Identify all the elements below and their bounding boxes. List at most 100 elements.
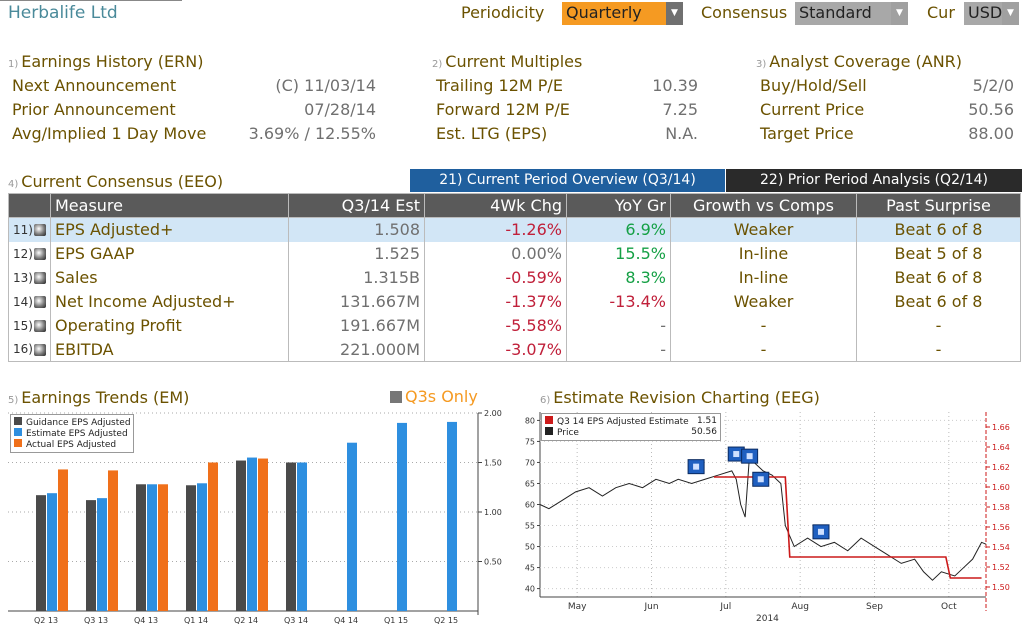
growth-vs-comps-cell: -: [670, 313, 857, 338]
tab-prior-period[interactable]: 22) Prior Period Analysis (Q2/14): [726, 169, 1022, 192]
x-tick-label: Q4 14: [334, 616, 358, 625]
em-section-title[interactable]: 5) Earnings Trends (EM): [8, 388, 189, 407]
measure-cell[interactable]: Operating Profit: [50, 313, 289, 338]
table-header-row: Measure Q3/14 Est 4Wk Chg YoY Gr Growth …: [8, 193, 1021, 218]
row-radio-icon[interactable]: [34, 343, 46, 356]
q3s-only-toggle[interactable]: Q3s Only: [390, 387, 478, 406]
q3-est-cell: 1.508: [288, 217, 425, 242]
legend-actual: Actual EPS Adjusted: [14, 439, 130, 450]
measure-cell[interactable]: EPS Adjusted+: [50, 217, 289, 242]
q3-est-cell: 1.525: [288, 241, 425, 266]
row-index-label: 12): [13, 246, 33, 261]
bar: [147, 484, 157, 611]
bar: [297, 462, 307, 611]
measure-cell[interactable]: EBITDA: [50, 337, 289, 362]
x-tick-label: Q2 14: [234, 616, 258, 625]
yoy-gr-cell: -13.4%: [566, 289, 671, 314]
header-4wk-chg[interactable]: 4Wk Chg: [424, 193, 567, 218]
row-index-label: 15): [13, 318, 33, 333]
4wk-chg-cell: -3.07%: [424, 337, 567, 362]
growth-vs-comps-cell: -: [670, 337, 857, 362]
row-index[interactable]: 12): [8, 241, 51, 266]
price-line: [539, 452, 987, 581]
header-q3-est[interactable]: Q3/14 Est: [288, 193, 425, 218]
measure-cell[interactable]: Sales: [50, 265, 289, 290]
left-tick-label: 65: [525, 479, 535, 488]
row-radio-icon[interactable]: [34, 247, 46, 260]
bar: [108, 470, 118, 611]
row-index-label: 16): [13, 342, 33, 357]
row-radio-icon[interactable]: [34, 271, 46, 284]
y-tick-label: 1.00: [484, 508, 502, 517]
measure-cell[interactable]: EPS GAAP: [50, 241, 289, 266]
measure-cell[interactable]: Net Income Adjusted+: [50, 289, 289, 314]
growth-vs-comps-cell: Weaker: [670, 289, 857, 314]
periodicity-dropdown-arrow[interactable]: ▼: [666, 2, 683, 25]
row-index[interactable]: 11): [8, 217, 51, 242]
event-marker-glyph: [757, 476, 764, 483]
eeg-section-title[interactable]: 6) Estimate Revision Charting (EEG): [540, 388, 820, 407]
q3s-only-checkbox[interactable]: [390, 391, 402, 403]
table-row[interactable]: 13) Sales 1.315B -0.59% 8.3% In-line Beat 6 of…: [8, 265, 1021, 290]
consensus-section-title[interactable]: 4) Current Consensus (EEO): [8, 172, 223, 191]
next-announcement-label: Next Announcement: [12, 76, 177, 95]
row-radio-icon[interactable]: [34, 224, 46, 236]
legend-eps-swatch: [545, 416, 553, 424]
table-row[interactable]: 14) Net Income Adjusted+ 131.667M -1.37% -13…: [8, 289, 1021, 314]
header-yoy-gr[interactable]: YoY Gr: [566, 193, 671, 218]
event-marker-icon: [687, 459, 705, 475]
bar: [286, 462, 296, 611]
x-tick-label: Jun: [643, 602, 658, 612]
row-index[interactable]: 13): [8, 265, 51, 290]
buy-hold-sell-label: Buy/Hold/Sell: [760, 76, 867, 95]
tab-current-period[interactable]: 21) Current Period Overview (Q3/14): [410, 169, 725, 192]
row-radio-icon[interactable]: [34, 295, 46, 308]
header-past-surprise[interactable]: Past Surprise: [856, 193, 1021, 218]
event-marker-glyph: [733, 451, 740, 458]
legend-guidance-swatch: [14, 417, 22, 425]
bar: [397, 422, 407, 611]
right-tick-label: 1.54: [992, 543, 1010, 552]
legend-estimate-label: Estimate EPS Adjusted: [26, 429, 128, 439]
consensus-dropdown[interactable]: Standard: [795, 2, 891, 25]
right-tick-label: 1.66: [992, 423, 1010, 432]
em-title-text: Earnings Trends (EM): [21, 388, 190, 407]
table-row[interactable]: 11) EPS Adjusted+ 1.508 -1.26% 6.9% Weaker Bea…: [8, 217, 1021, 242]
4wk-chg-cell: -1.37%: [424, 289, 567, 314]
growth-vs-comps-cell: Weaker: [670, 217, 857, 242]
row-radio-icon[interactable]: [34, 319, 46, 332]
header-measure[interactable]: Measure: [50, 193, 289, 218]
bar: [208, 462, 218, 611]
x-tick-label: Sep: [866, 602, 883, 612]
eeg-section-number: 6): [540, 395, 551, 406]
bar: [197, 483, 207, 611]
consensus-dropdown-arrow[interactable]: ▼: [891, 2, 908, 25]
bar: [447, 421, 457, 611]
table-row[interactable]: 15) Operating Profit 191.667M -5.58% - - -: [8, 313, 1021, 338]
right-tick-label: 1.52: [992, 563, 1010, 572]
q3-est-cell: 131.667M: [288, 289, 425, 314]
ern-section-title[interactable]: 1) Earnings History (ERN): [8, 52, 203, 71]
x-tick-label: Q2 13: [34, 616, 58, 625]
periodicity-dropdown[interactable]: Quarterly: [562, 2, 666, 25]
bar: [186, 485, 196, 611]
currency-dropdown[interactable]: USD: [964, 2, 1002, 25]
anr-section-title[interactable]: 3) Analyst Coverage (ANR): [756, 52, 962, 71]
header-growth-vs-comps[interactable]: Growth vs Comps: [670, 193, 857, 218]
left-tick-label: 75: [525, 437, 535, 446]
row-index-label: 11): [13, 222, 33, 237]
table-row[interactable]: 16) EBITDA 221.000M -3.07% - - -: [8, 337, 1021, 362]
currency-dropdown-arrow[interactable]: ▼: [1002, 2, 1019, 25]
anr-title-text: Analyst Coverage (ANR): [769, 52, 963, 71]
prior-announcement-label: Prior Announcement: [12, 100, 176, 119]
forward-pe-label: Forward 12M P/E: [436, 100, 570, 119]
legend-eps-value: 1.51: [696, 416, 717, 426]
current-price-value: 50.56: [968, 100, 1014, 119]
table-row[interactable]: 12) EPS GAAP 1.525 0.00% 15.5% In-line Beat 5 …: [8, 241, 1021, 266]
4wk-chg-cell: -1.26%: [424, 217, 567, 242]
bar: [58, 469, 68, 611]
row-index[interactable]: 14): [8, 289, 51, 314]
row-index[interactable]: 15): [8, 313, 51, 338]
row-index[interactable]: 16): [8, 337, 51, 362]
legend-eps-label: Q3 14 EPS Adjusted Estimate: [557, 417, 689, 427]
